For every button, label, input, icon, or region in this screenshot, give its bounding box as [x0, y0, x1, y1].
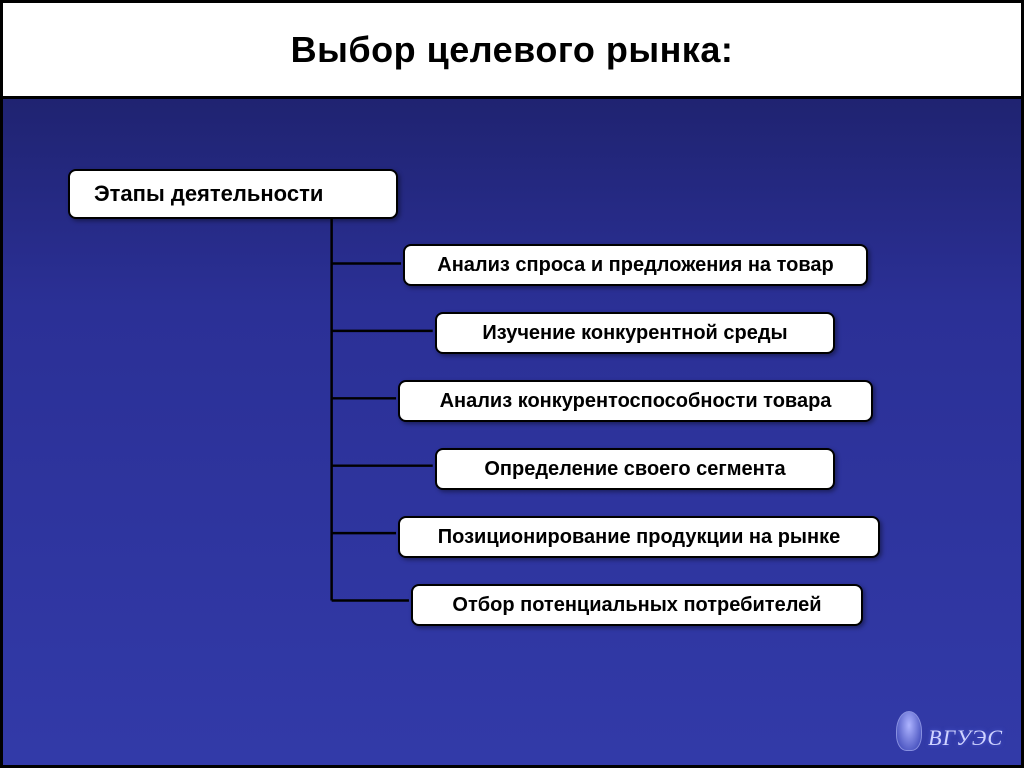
root-node: Этапы деятельности — [68, 169, 398, 219]
child-node: Отбор потенциальных потребителей — [411, 584, 863, 626]
child-node: Анализ спроса и предложения на товар — [403, 244, 868, 286]
child-node-label: Изучение конкурентной среды — [482, 322, 787, 345]
child-node: Изучение конкурентной среды — [435, 312, 835, 354]
child-node-label: Определение своего сегмента — [484, 458, 785, 481]
child-node: Позиционирование продукции на рынке — [398, 516, 880, 558]
child-node-label: Позиционирование продукции на рынке — [438, 526, 840, 549]
title-bar: Выбор целевого рынка: — [3, 3, 1021, 99]
root-node-label: Этапы деятельности — [94, 181, 323, 207]
slide-title: Выбор целевого рынка: — [291, 29, 734, 71]
tree-diagram: Этапы деятельности Анализ спроса и предл… — [3, 99, 1021, 765]
logo-text: ВГУЭС — [928, 725, 1003, 751]
logo-icon — [896, 711, 922, 751]
child-node-label: Анализ спроса и предложения на товар — [437, 254, 833, 277]
slide: Выбор целевого рынка: Этапы деятельности… — [0, 0, 1024, 768]
child-node-label: Анализ конкурентоспособности товара — [440, 390, 832, 413]
child-node: Определение своего сегмента — [435, 448, 835, 490]
child-node: Анализ конкурентоспособности товара — [398, 380, 873, 422]
footer-logo: ВГУЭС — [896, 711, 1003, 751]
child-node-label: Отбор потенциальных потребителей — [452, 594, 821, 617]
